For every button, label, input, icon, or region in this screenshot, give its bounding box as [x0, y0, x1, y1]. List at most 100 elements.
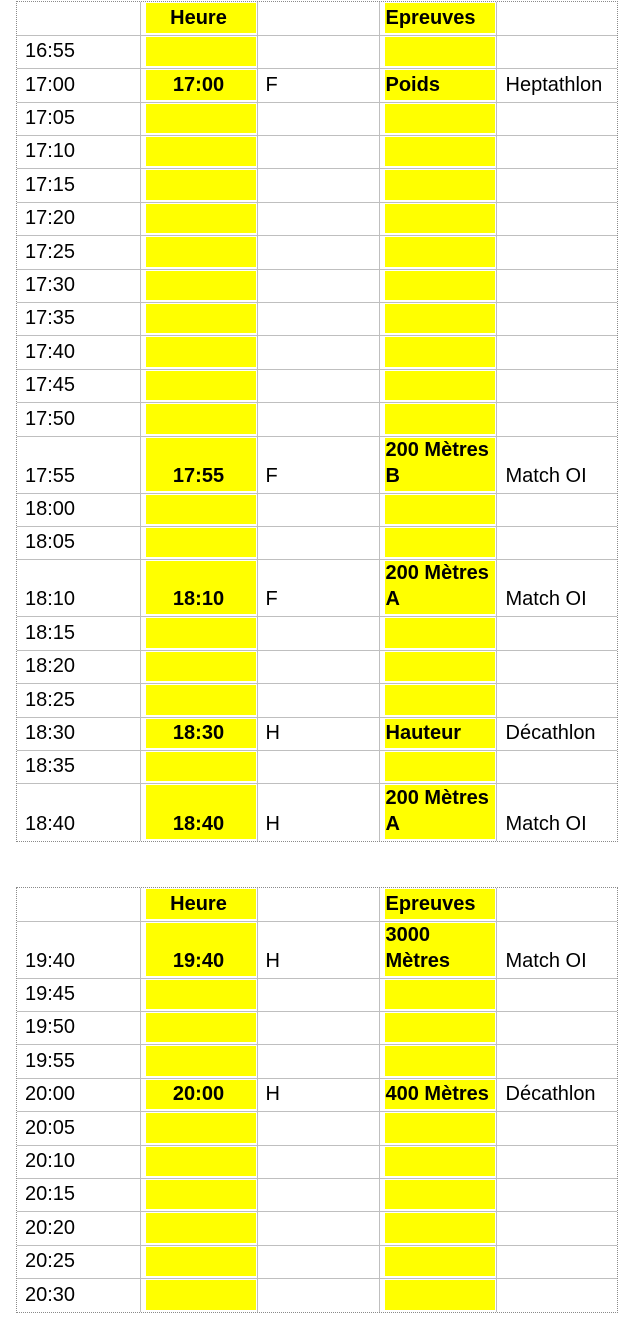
evening-session-body: Heure Epreuves 19:40 19:40 H 3000 Mètres Match… — [17, 887, 617, 1313]
table-row: 18:20 — [17, 649, 617, 685]
heure-cell — [139, 1278, 258, 1313]
heure-cell: 18:40 — [139, 783, 258, 841]
heure-cell — [139, 1011, 258, 1046]
time-cell: 18:20 — [17, 649, 141, 685]
meet-cell — [495, 368, 617, 404]
sex-cell — [256, 683, 380, 718]
meet-cell: Match OI — [495, 559, 617, 618]
event-cell — [378, 268, 497, 304]
sex-cell: H — [256, 783, 380, 841]
time-cell: 18:15 — [17, 616, 141, 651]
meet-cell — [495, 1211, 617, 1246]
meet-cell — [495, 492, 617, 527]
event-cell — [378, 1278, 497, 1313]
meet-cell — [495, 335, 617, 370]
sex-cell: F — [256, 559, 380, 618]
meet-cell — [495, 235, 617, 270]
time-cell: 19:55 — [17, 1044, 141, 1079]
heure-cell — [139, 402, 258, 437]
time-cell: 19:50 — [17, 1011, 141, 1046]
heure-cell — [139, 683, 258, 718]
header-row: Heure Epreuves — [17, 2, 617, 36]
sex-cell: H — [256, 1077, 380, 1113]
event-cell — [378, 649, 497, 685]
header-meet-cell — [495, 2, 617, 36]
table-row: 20:10 — [17, 1144, 617, 1180]
afternoon-session-table: Heure Epreuves 16:55 17:00 17:00 F Poids Heptat… — [17, 2, 617, 841]
event-cell — [378, 1011, 497, 1046]
time-cell: 20:25 — [17, 1244, 141, 1280]
sex-cell — [256, 525, 380, 561]
header-meet-cell — [495, 887, 617, 922]
event-cell — [378, 1211, 497, 1246]
heure-cell — [139, 268, 258, 304]
time-cell: 17:55 — [17, 435, 141, 494]
time-cell: 17:20 — [17, 201, 141, 237]
table-row: 18:10 18:10 F 200 Mètres A Match OI — [17, 559, 617, 618]
heure-cell — [139, 525, 258, 561]
event-cell — [378, 683, 497, 718]
table-row: 17:00 17:00 F Poids Heptathlon — [17, 68, 617, 103]
sex-cell: H — [256, 920, 380, 979]
heure-cell: 17:00 — [139, 68, 258, 103]
time-cell: 20:10 — [17, 1144, 141, 1180]
sex-cell — [256, 1111, 380, 1146]
meet-cell — [495, 525, 617, 561]
time-cell: 18:35 — [17, 749, 141, 785]
sex-cell — [256, 34, 380, 70]
table-row: 17:55 17:55 F 200 Mètres B Match OI — [17, 435, 617, 494]
sex-cell — [256, 1178, 380, 1213]
table-row: 19:50 — [17, 1011, 617, 1046]
sex-cell: F — [256, 435, 380, 494]
sex-cell — [256, 135, 380, 170]
meet-cell — [495, 268, 617, 304]
meet-cell — [495, 616, 617, 651]
time-cell: 17:40 — [17, 335, 141, 370]
schedule-table-2: Heure Epreuves 19:40 19:40 H 3000 Mètres Match… — [16, 886, 618, 1314]
event-cell — [378, 201, 497, 237]
table-row: 17:40 — [17, 335, 617, 370]
table-row: 17:35 — [17, 302, 617, 337]
table-row: 18:00 — [17, 492, 617, 527]
sex-cell — [256, 1244, 380, 1280]
heure-cell — [139, 302, 258, 337]
sex-cell — [256, 201, 380, 237]
event-cell — [378, 616, 497, 651]
table-row: 18:40 18:40 H 200 Mètres A Match OI — [17, 783, 617, 841]
heure-cell — [139, 649, 258, 685]
sex-cell — [256, 402, 380, 437]
table-row: 20:20 — [17, 1211, 617, 1246]
time-cell: 17:50 — [17, 402, 141, 437]
header-heure-cell: Heure — [139, 887, 258, 922]
time-cell: 17:00 — [17, 68, 141, 103]
heure-cell — [139, 977, 258, 1013]
sex-cell — [256, 492, 380, 527]
time-cell: 17:05 — [17, 101, 141, 137]
table-row: 17:50 — [17, 402, 617, 437]
time-cell: 17:45 — [17, 368, 141, 404]
meet-cell — [495, 1144, 617, 1180]
heure-cell — [139, 168, 258, 203]
header-heure-cell: Heure — [139, 2, 258, 36]
time-cell: 19:45 — [17, 977, 141, 1013]
event-cell — [378, 1178, 497, 1213]
event-cell — [378, 749, 497, 785]
event-cell: 200 Mètres B — [378, 435, 497, 494]
event-cell — [378, 335, 497, 370]
table-row: 18:05 — [17, 525, 617, 561]
time-cell: 17:30 — [17, 268, 141, 304]
table-row: 18:15 — [17, 616, 617, 651]
meet-cell: Match OI — [495, 783, 617, 841]
heure-cell — [139, 135, 258, 170]
time-cell: 17:15 — [17, 168, 141, 203]
afternoon-session-body: Heure Epreuves 16:55 17:00 17:00 F Poids Heptat… — [17, 2, 617, 841]
event-cell: 200 Mètres A — [378, 559, 497, 618]
time-cell: 16:55 — [17, 34, 141, 70]
meet-cell: Heptathlon — [495, 68, 617, 103]
table-row: 17:25 — [17, 235, 617, 270]
schedule-table-1: Heure Epreuves 16:55 17:00 17:00 F Poids Heptat… — [16, 1, 618, 842]
table-row: 17:45 — [17, 368, 617, 404]
header-row: Heure Epreuves — [17, 887, 617, 922]
meet-cell — [495, 1244, 617, 1280]
header-time-cell — [17, 887, 141, 922]
